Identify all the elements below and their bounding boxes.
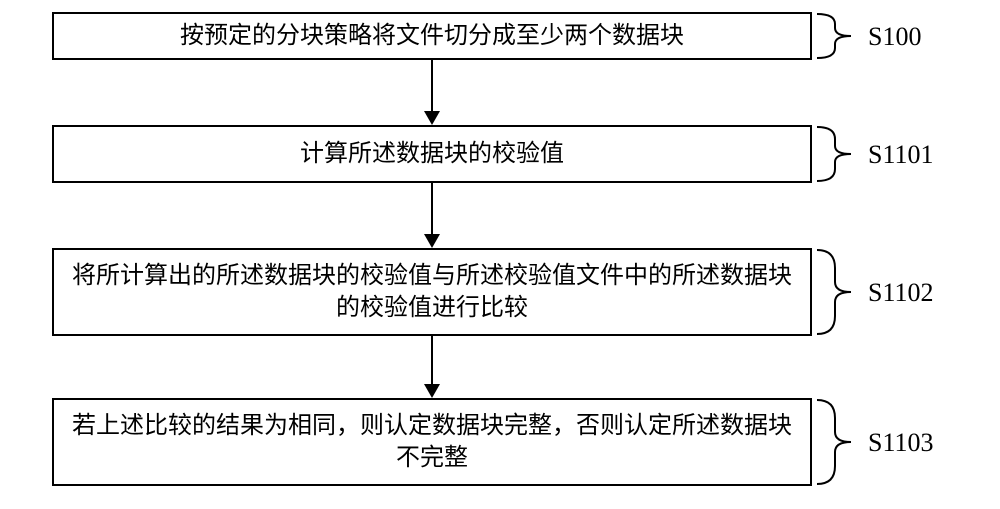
step-label-s100: S100: [868, 22, 921, 52]
step-box-s1103: 若上述比较的结果为相同，则认定数据块完整，否则认定所述数据块不完整: [52, 398, 812, 486]
brace-s100: [815, 12, 855, 60]
step-label-s1103: S1103: [868, 428, 934, 458]
arrow: [431, 336, 433, 384]
arrow-head: [424, 234, 440, 248]
arrow-head: [424, 384, 440, 398]
step-box-s100: 按预定的分块策略将文件切分成至少两个数据块: [52, 12, 812, 60]
step-box-s1102: 将所计算出的所述数据块的校验值与所述校验值文件中的所述数据块的校验值进行比较: [52, 248, 812, 336]
brace-s1103: [815, 398, 855, 486]
brace-s1102: [815, 248, 855, 336]
arrow-head: [424, 111, 440, 125]
arrow: [431, 60, 433, 111]
flowchart-canvas: 按预定的分块策略将文件切分成至少两个数据块 S100 计算所述数据块的校验值 S…: [0, 0, 1000, 509]
step-text: 按预定的分块策略将文件切分成至少两个数据块: [180, 20, 684, 52]
step-label-s1101: S1101: [868, 140, 934, 170]
step-label-s1102: S1102: [868, 278, 934, 308]
step-text: 若上述比较的结果为相同，则认定数据块完整，否则认定所述数据块不完整: [70, 410, 794, 475]
brace-s1101: [815, 125, 855, 183]
arrow: [431, 183, 433, 234]
step-box-s1101: 计算所述数据块的校验值: [52, 125, 812, 183]
step-text: 计算所述数据块的校验值: [300, 138, 564, 170]
step-text: 将所计算出的所述数据块的校验值与所述校验值文件中的所述数据块的校验值进行比较: [70, 260, 794, 325]
